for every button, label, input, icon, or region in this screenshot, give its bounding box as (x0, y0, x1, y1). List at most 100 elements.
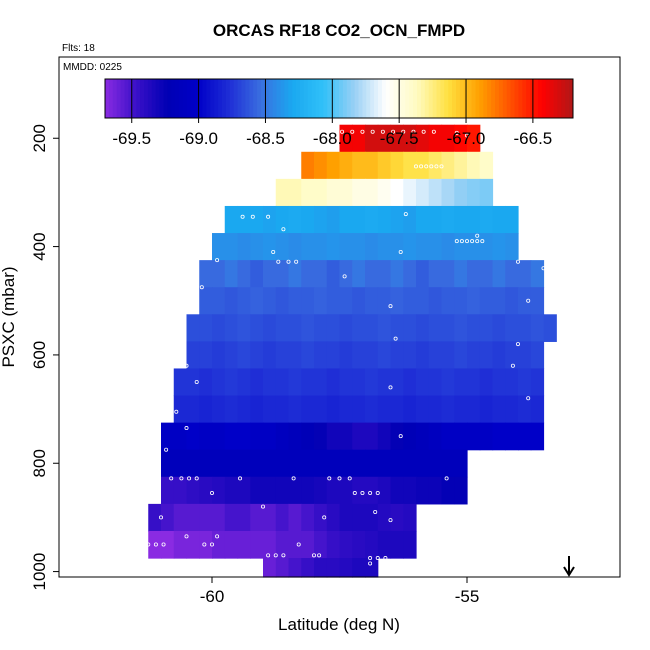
heatmap-cell (275, 233, 290, 261)
sample-point (266, 553, 271, 558)
heatmap-cell (339, 422, 353, 451)
colorbar-segment (506, 79, 512, 118)
heatmap-cell (301, 233, 315, 261)
colorbar-segment (132, 79, 137, 118)
sample-point (179, 476, 184, 481)
sample-point (158, 515, 163, 520)
heatmap-cell (390, 260, 404, 288)
heatmap-cell (263, 260, 277, 288)
heatmap-cell (186, 530, 200, 559)
heatmap-cell (186, 449, 200, 478)
heatmap-cell (467, 341, 481, 370)
sample-point (174, 409, 179, 414)
heatmap-cell (428, 124, 443, 153)
heatmap-cell (352, 449, 366, 478)
colorbar-segment (268, 79, 274, 118)
heatmap-cell (390, 476, 404, 505)
sample-point (342, 274, 347, 279)
heatmap-cell (186, 395, 200, 424)
heatmap-cell (339, 503, 353, 532)
colorbar-segment (502, 79, 508, 118)
heatmap-cell (263, 503, 277, 532)
colorbar-segment (405, 79, 410, 118)
heatmap-cell (441, 178, 455, 207)
colorbar-segment (479, 79, 484, 118)
heatmap-cell (441, 260, 455, 288)
colorbar-segment (190, 79, 196, 118)
sample-point (215, 258, 220, 263)
heatmap-cell (314, 287, 328, 315)
colorbar-segment (198, 79, 203, 118)
heatmap-cell (416, 395, 430, 424)
heatmap-cell (224, 205, 239, 234)
heatmap-cell (479, 314, 494, 342)
heatmap-cell (250, 449, 264, 478)
heatmap-cell (250, 476, 264, 505)
x-axis-title: Latitude (deg N) (278, 615, 400, 634)
heatmap-cell (250, 205, 264, 234)
sample-point (250, 214, 255, 219)
heatmap-cell (403, 422, 417, 451)
heatmap-cell (224, 233, 239, 261)
heatmap-cell (365, 205, 379, 234)
heatmap-cell (479, 368, 494, 397)
sample-point (459, 239, 464, 244)
heatmap-cell (326, 395, 341, 424)
sample-point (199, 285, 204, 290)
colorbar-segment (245, 79, 250, 118)
colorbar-segment (362, 79, 367, 118)
heatmap-cell (339, 233, 353, 261)
colorbar-segment (261, 79, 266, 118)
heatmap-cell (403, 449, 417, 478)
colorbar-segment (370, 79, 375, 118)
heatmap-cell (403, 233, 417, 261)
heatmap-cell (326, 260, 341, 288)
heatmap-cell (301, 287, 315, 315)
heatmap-cell (275, 503, 290, 532)
colorbar-segment (210, 79, 215, 118)
heatmap-cell (326, 233, 341, 261)
heatmap-cell (288, 314, 302, 342)
heatmap-cell (199, 503, 213, 532)
colorbar-segment (300, 79, 305, 118)
heatmap-cell (352, 205, 366, 234)
heatmap-cell (530, 314, 545, 342)
heatmap-cell (416, 449, 430, 478)
heatmap-cell (403, 178, 417, 207)
heatmap-cell (212, 287, 226, 315)
heatmap-cell (263, 233, 277, 261)
y-tick-label: 800 (30, 449, 49, 477)
colorbar-segment (510, 79, 515, 118)
sample-point (337, 476, 342, 481)
colorbar-segment (522, 79, 527, 118)
heatmap-cell (365, 151, 379, 180)
sample-point (429, 164, 434, 169)
sample-point (373, 509, 378, 514)
heatmap-cell (390, 449, 404, 478)
arrow-head (563, 566, 575, 577)
heatmap-cell (326, 449, 341, 478)
heatmap-cell (250, 287, 264, 315)
heatmap-cell (199, 422, 213, 451)
heatmap-cell (365, 178, 379, 207)
heatmap-cell (390, 530, 404, 559)
colorbar-segment (136, 79, 141, 118)
heatmap-cell (212, 449, 226, 478)
heatmap-cell (186, 368, 200, 397)
sample-point (413, 164, 418, 169)
heatmap-cell (314, 341, 328, 370)
colorbar-segment (257, 79, 262, 118)
colorbar-tick-label: -69.0 (179, 129, 218, 148)
colorbar-segment (175, 79, 180, 118)
colorbar-segment (537, 79, 543, 118)
colorbar-segment (420, 79, 426, 118)
heatmap-cell (288, 422, 302, 451)
heatmap-cell (263, 530, 277, 559)
colorbar-segment (112, 79, 118, 118)
sample-point (169, 476, 174, 481)
colorbar-segment (307, 79, 313, 118)
heatmap-cell (339, 395, 353, 424)
sample-point (391, 129, 396, 134)
heatmap-cell (377, 205, 392, 234)
sample-point (146, 542, 151, 547)
